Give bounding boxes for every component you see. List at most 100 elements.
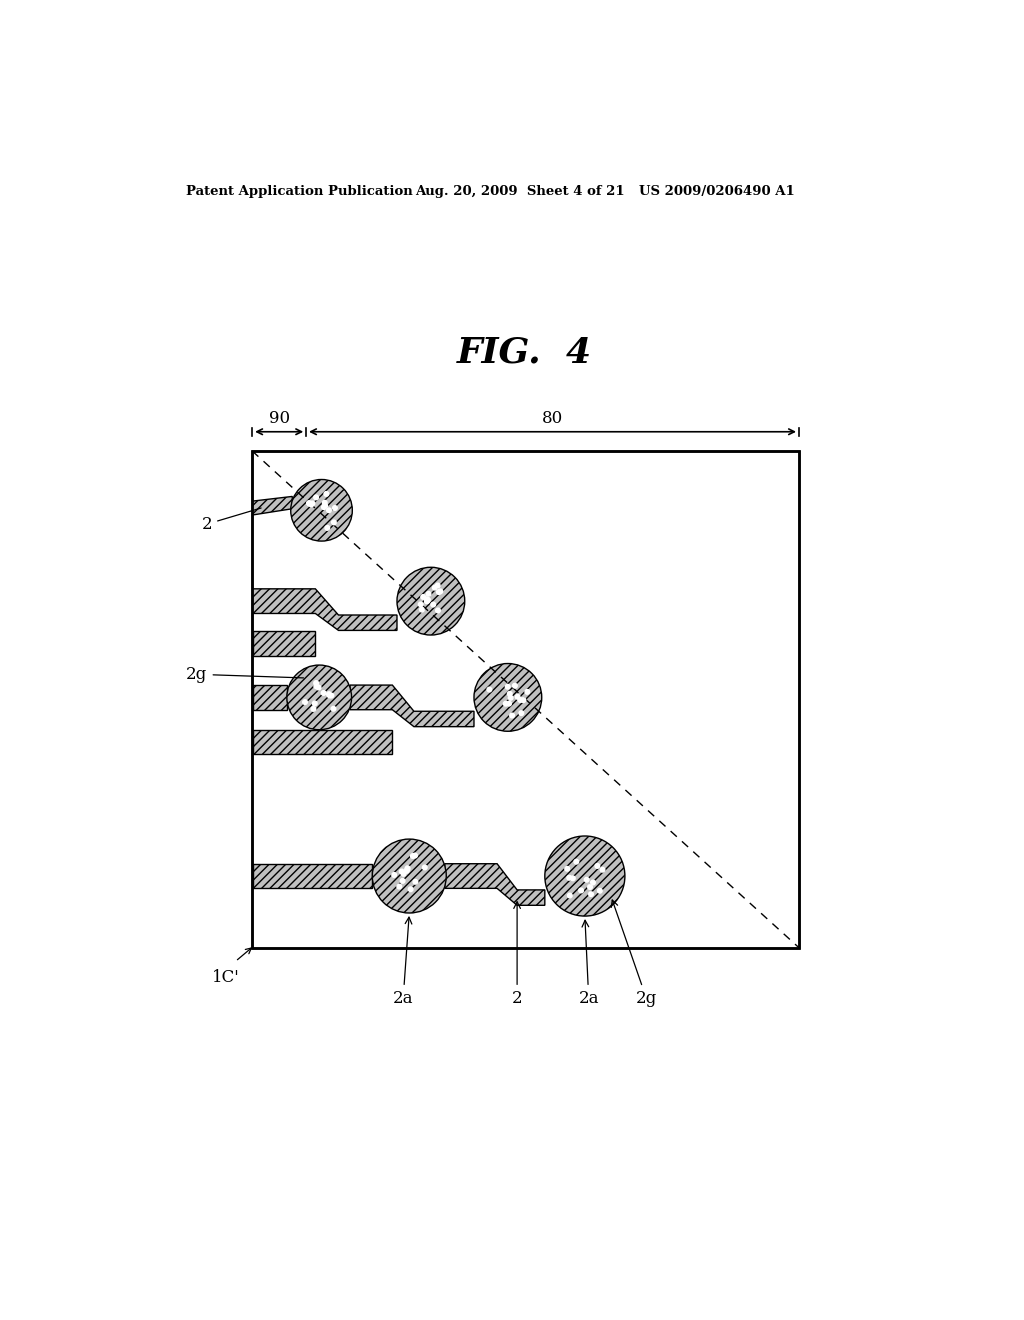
Circle shape xyxy=(406,866,410,870)
Circle shape xyxy=(327,692,332,697)
Circle shape xyxy=(323,500,327,506)
Bar xyxy=(252,451,799,948)
Circle shape xyxy=(425,599,429,603)
Circle shape xyxy=(328,693,332,698)
Circle shape xyxy=(504,701,508,706)
Circle shape xyxy=(567,875,571,880)
Circle shape xyxy=(431,602,435,607)
Circle shape xyxy=(309,502,313,507)
Text: FIG.  4: FIG. 4 xyxy=(458,335,592,370)
Circle shape xyxy=(585,878,589,882)
Polygon shape xyxy=(350,685,474,726)
Circle shape xyxy=(425,597,429,602)
Circle shape xyxy=(406,867,410,873)
Circle shape xyxy=(291,479,352,541)
Circle shape xyxy=(303,700,307,705)
Circle shape xyxy=(312,701,317,706)
Circle shape xyxy=(423,865,427,870)
Circle shape xyxy=(426,598,430,602)
Circle shape xyxy=(287,665,351,730)
Circle shape xyxy=(508,692,512,696)
Text: 1C': 1C' xyxy=(212,969,240,986)
Circle shape xyxy=(574,859,579,865)
Circle shape xyxy=(426,591,431,597)
Text: 2: 2 xyxy=(202,508,261,533)
Circle shape xyxy=(325,525,330,531)
Circle shape xyxy=(413,853,418,858)
Circle shape xyxy=(508,696,513,700)
Circle shape xyxy=(307,502,311,506)
Text: US 2009/0206490 A1: US 2009/0206490 A1 xyxy=(639,185,795,198)
Circle shape xyxy=(510,713,514,718)
Polygon shape xyxy=(253,685,287,710)
Circle shape xyxy=(421,594,426,599)
Text: 80: 80 xyxy=(542,411,563,428)
Text: 2: 2 xyxy=(512,902,522,1007)
Polygon shape xyxy=(253,730,392,755)
Circle shape xyxy=(373,840,446,913)
Circle shape xyxy=(436,590,441,594)
Circle shape xyxy=(419,602,423,607)
Circle shape xyxy=(588,884,592,890)
Circle shape xyxy=(322,504,327,510)
Circle shape xyxy=(518,698,522,702)
Circle shape xyxy=(409,887,413,891)
Text: Aug. 20, 2009  Sheet 4 of 21: Aug. 20, 2009 Sheet 4 of 21 xyxy=(416,185,625,198)
Circle shape xyxy=(327,508,332,512)
Circle shape xyxy=(332,520,336,525)
Circle shape xyxy=(589,892,593,896)
Circle shape xyxy=(474,664,542,731)
Circle shape xyxy=(591,880,595,884)
Text: 2a: 2a xyxy=(579,920,599,1007)
Circle shape xyxy=(313,681,318,685)
Circle shape xyxy=(579,888,584,892)
Circle shape xyxy=(598,888,602,894)
Circle shape xyxy=(399,869,404,874)
Circle shape xyxy=(331,706,336,711)
Circle shape xyxy=(323,503,328,508)
Circle shape xyxy=(519,710,523,715)
Circle shape xyxy=(306,500,311,506)
Circle shape xyxy=(600,867,605,873)
Text: 2g: 2g xyxy=(186,665,303,682)
Circle shape xyxy=(401,871,406,876)
Circle shape xyxy=(310,502,314,506)
Circle shape xyxy=(432,585,437,590)
Circle shape xyxy=(545,836,625,916)
Circle shape xyxy=(413,879,418,884)
Circle shape xyxy=(400,879,404,883)
Circle shape xyxy=(565,866,569,871)
Circle shape xyxy=(513,684,517,688)
Circle shape xyxy=(420,607,424,612)
Circle shape xyxy=(521,698,525,702)
Polygon shape xyxy=(253,589,397,631)
Circle shape xyxy=(487,688,492,692)
Circle shape xyxy=(392,873,396,878)
Circle shape xyxy=(507,701,511,706)
Bar xyxy=(252,451,799,948)
Circle shape xyxy=(311,706,315,711)
Circle shape xyxy=(404,869,409,874)
Circle shape xyxy=(316,685,321,690)
Circle shape xyxy=(595,863,600,869)
Circle shape xyxy=(506,685,510,689)
Circle shape xyxy=(438,589,442,594)
Circle shape xyxy=(397,884,401,888)
Polygon shape xyxy=(253,631,315,656)
Circle shape xyxy=(435,583,440,587)
Circle shape xyxy=(397,568,465,635)
Circle shape xyxy=(314,684,318,689)
Polygon shape xyxy=(253,496,292,515)
Circle shape xyxy=(435,609,440,612)
Circle shape xyxy=(333,506,337,511)
Text: 90: 90 xyxy=(268,411,290,428)
Text: Patent Application Publication: Patent Application Publication xyxy=(186,185,413,198)
Circle shape xyxy=(322,690,326,696)
Circle shape xyxy=(313,495,318,500)
Polygon shape xyxy=(253,863,373,888)
Polygon shape xyxy=(444,863,545,906)
Circle shape xyxy=(525,689,529,694)
Circle shape xyxy=(570,876,575,880)
Circle shape xyxy=(567,894,572,898)
Text: 2g: 2g xyxy=(611,900,657,1007)
